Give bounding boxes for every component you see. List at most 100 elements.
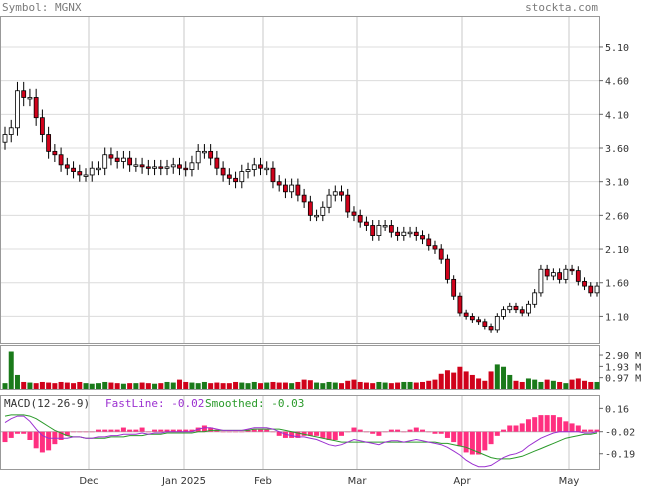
macd-histogram-bar bbox=[538, 415, 544, 432]
macd-histogram-bar bbox=[339, 431, 345, 436]
macd-histogram-bar bbox=[89, 431, 95, 433]
macd-histogram-bar bbox=[226, 431, 232, 433]
volume-bar bbox=[513, 380, 519, 389]
date-tick-label: Dec bbox=[79, 476, 98, 486]
volume-bar bbox=[345, 380, 351, 389]
macd-histogram-bar bbox=[145, 431, 151, 433]
macd-histogram-bar bbox=[401, 431, 407, 433]
macd-histogram-bar bbox=[301, 431, 307, 436]
candle-body bbox=[401, 231, 407, 236]
macd-histogram-bar bbox=[532, 417, 538, 432]
volume-bar bbox=[8, 351, 14, 389]
price-axis: 5.10 4.60 4.10 3.60 3.10 2.60 2.10 1.60 1.10 bbox=[599, 43, 629, 323]
volume-bar bbox=[569, 379, 575, 389]
symbol-title: Symbol: MGNX bbox=[2, 1, 82, 14]
volume-bar bbox=[557, 381, 563, 389]
volume-bar bbox=[201, 381, 207, 389]
candle-body bbox=[469, 316, 475, 321]
volume-bar bbox=[320, 383, 326, 389]
candle-body bbox=[33, 97, 39, 119]
volume-bar bbox=[164, 381, 170, 389]
macd-histogram-bar bbox=[507, 425, 513, 432]
candle-body bbox=[544, 268, 550, 277]
candle-body bbox=[102, 154, 108, 169]
macd-histogram-bar bbox=[463, 431, 469, 453]
candle-body bbox=[582, 280, 587, 287]
macd-histogram-bar bbox=[569, 423, 575, 432]
macd-histogram-bar bbox=[513, 425, 519, 432]
macd-histogram-bar bbox=[407, 429, 413, 432]
volume-bar bbox=[64, 382, 70, 389]
volume-bars bbox=[2, 351, 600, 389]
macd-axis: 0.16 -0.02 -0.19 bbox=[599, 404, 635, 461]
candle-body bbox=[8, 127, 14, 135]
volume-bar bbox=[307, 380, 313, 389]
volume-bar bbox=[363, 382, 369, 389]
macd-histogram-bar bbox=[102, 429, 108, 432]
candle-body bbox=[413, 231, 419, 236]
macd-smooth-label: Smoothed: -0.03 bbox=[205, 397, 304, 410]
macd-histogram-bar bbox=[420, 429, 426, 432]
volume-bar bbox=[145, 383, 151, 389]
volume-bar bbox=[351, 379, 357, 389]
volume-bar bbox=[264, 382, 270, 389]
volume-bar bbox=[95, 383, 101, 389]
volume-bar bbox=[438, 373, 444, 389]
candle-body bbox=[532, 292, 538, 305]
candle-body bbox=[395, 231, 400, 236]
volume-bar bbox=[594, 381, 600, 389]
candle-body bbox=[307, 201, 313, 216]
macd-name-label: MACD(12-26-9) bbox=[4, 397, 90, 410]
macd-histogram-bar bbox=[183, 429, 189, 432]
macd-histogram-bar bbox=[351, 427, 357, 432]
candle-body bbox=[245, 169, 251, 172]
candle-body bbox=[114, 157, 120, 162]
candle-body bbox=[438, 248, 444, 260]
candle-body bbox=[314, 214, 319, 218]
volume-bar bbox=[388, 383, 394, 389]
macd-histogram-bar bbox=[164, 429, 170, 432]
macd-tick-label: -0.02 bbox=[605, 428, 635, 439]
price-tick-label: 5.10 bbox=[605, 43, 629, 54]
candle-body bbox=[108, 154, 114, 159]
macd-histogram-bar bbox=[594, 429, 600, 432]
candle-body bbox=[214, 157, 220, 169]
candle-body bbox=[295, 184, 301, 196]
candle-body bbox=[233, 177, 238, 183]
candle-body bbox=[432, 245, 438, 250]
volume-bar bbox=[170, 382, 176, 389]
volume-bar bbox=[525, 378, 531, 389]
macd-histogram-bar bbox=[525, 419, 531, 432]
candle-body bbox=[476, 319, 482, 323]
volume-bar bbox=[139, 382, 145, 389]
candle-body bbox=[351, 211, 357, 216]
macd-histogram-bar bbox=[438, 431, 444, 434]
candle-body bbox=[457, 295, 463, 314]
volume-bar bbox=[544, 379, 550, 389]
volume-bar bbox=[376, 381, 382, 389]
candle-body bbox=[519, 309, 525, 314]
candle-body bbox=[482, 321, 488, 327]
candle-body bbox=[226, 174, 232, 179]
candle-body bbox=[195, 150, 201, 164]
volume-bar bbox=[289, 383, 295, 389]
macd-histogram-bar bbox=[588, 429, 594, 432]
macd-histogram-bar bbox=[58, 431, 64, 440]
macd-tick-label: -0.19 bbox=[605, 450, 635, 461]
price-tick-label: 1.10 bbox=[605, 312, 629, 323]
volume-bar bbox=[77, 381, 83, 389]
candle-body bbox=[339, 191, 344, 196]
date-tick-label: Mar bbox=[348, 476, 368, 486]
volume-bar bbox=[357, 381, 363, 389]
candle-body bbox=[21, 90, 27, 98]
candle-body bbox=[52, 150, 58, 156]
macd-histogram-bar bbox=[444, 431, 450, 438]
volume-bar bbox=[538, 381, 544, 389]
volume-bar bbox=[33, 383, 39, 389]
volume-bar bbox=[582, 380, 588, 389]
candle-body bbox=[488, 326, 494, 331]
candle-body bbox=[388, 225, 394, 233]
price-tick-label: 1.60 bbox=[605, 279, 629, 290]
candle-body bbox=[594, 285, 600, 294]
